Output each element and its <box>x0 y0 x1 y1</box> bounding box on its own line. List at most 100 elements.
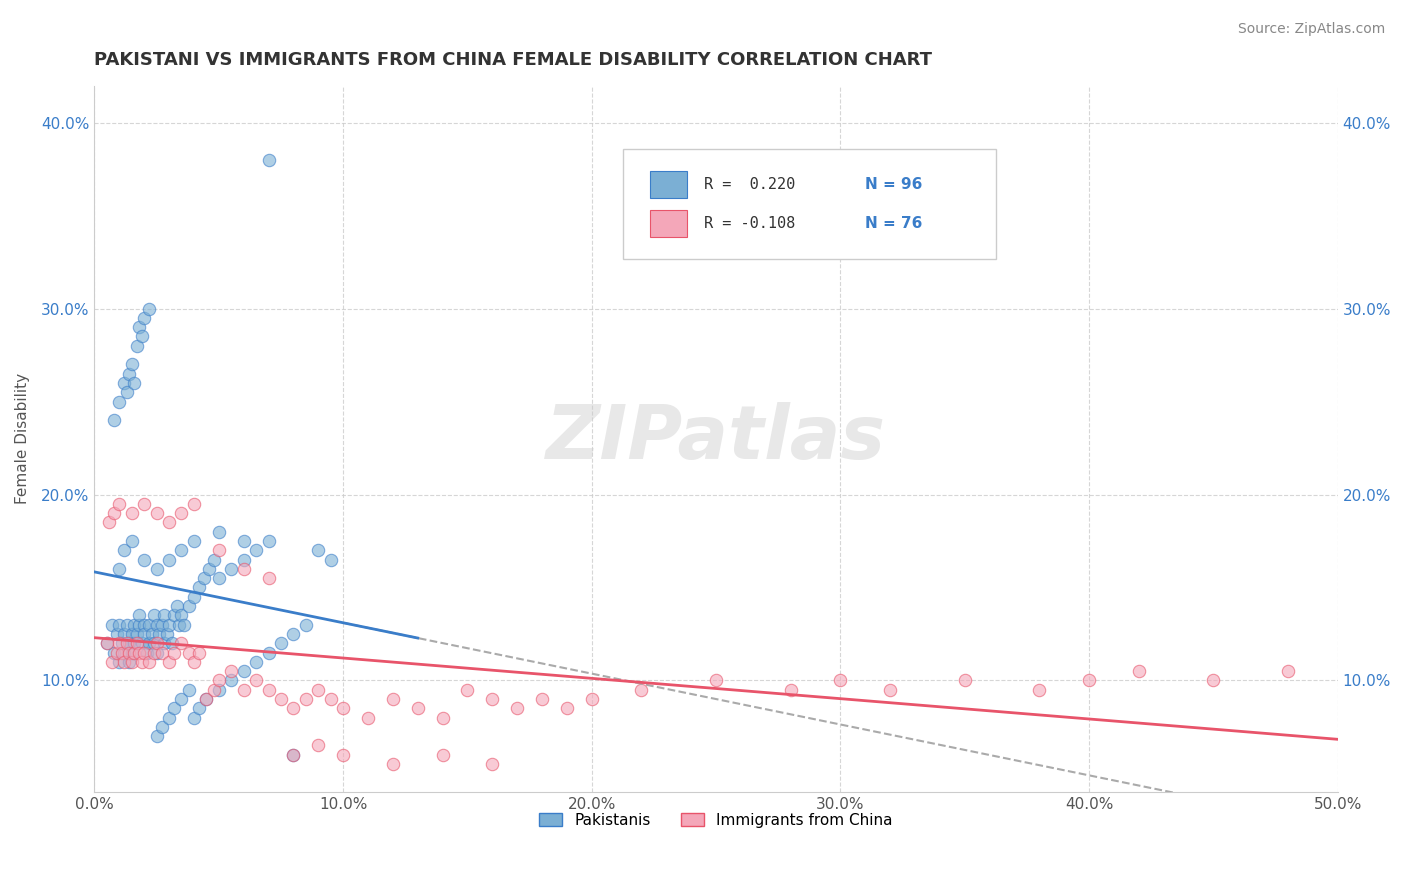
Point <box>183 655 205 669</box>
Point <box>187 646 209 660</box>
Point <box>153 608 176 623</box>
Point <box>134 617 156 632</box>
Point <box>245 673 267 688</box>
Point <box>143 646 166 660</box>
Point <box>112 646 135 660</box>
Point <box>153 636 176 650</box>
Point <box>219 664 242 678</box>
Point <box>232 682 254 697</box>
Point <box>141 627 163 641</box>
Point <box>177 646 200 660</box>
Point <box>208 571 231 585</box>
Point <box>232 533 254 548</box>
Point <box>1277 664 1299 678</box>
Point <box>581 692 603 706</box>
Point <box>134 627 156 641</box>
Point <box>128 646 150 660</box>
Point <box>357 710 380 724</box>
Point <box>183 533 205 548</box>
Point <box>830 673 852 688</box>
Point <box>121 506 143 520</box>
Point <box>1202 673 1225 688</box>
Point <box>112 627 135 641</box>
Text: ZIPatlas: ZIPatlas <box>546 402 886 475</box>
Point <box>170 506 193 520</box>
Point <box>283 627 305 641</box>
Point <box>103 646 125 660</box>
Point <box>332 747 354 762</box>
Point <box>128 617 150 632</box>
Point <box>122 376 145 390</box>
Point <box>307 543 329 558</box>
Point <box>138 636 160 650</box>
Point <box>779 682 801 697</box>
Point <box>105 646 128 660</box>
Point <box>112 543 135 558</box>
Point <box>163 701 186 715</box>
Point <box>155 627 177 641</box>
Point <box>121 646 143 660</box>
Point <box>183 710 205 724</box>
Bar <box>650 210 688 236</box>
Point <box>112 655 135 669</box>
Point <box>295 692 318 706</box>
Point <box>319 552 342 566</box>
Point <box>98 516 121 530</box>
Point <box>145 617 167 632</box>
Point <box>432 747 454 762</box>
Point <box>150 646 173 660</box>
Point <box>121 357 143 371</box>
Point <box>1128 664 1150 678</box>
Point <box>183 590 205 604</box>
Point <box>111 646 134 660</box>
Point <box>183 497 205 511</box>
Point <box>530 692 553 706</box>
Point <box>170 543 193 558</box>
Point <box>115 636 138 650</box>
Point <box>257 682 280 697</box>
Point <box>138 301 160 316</box>
Point <box>157 617 180 632</box>
Text: Source: ZipAtlas.com: Source: ZipAtlas.com <box>1237 22 1385 37</box>
Point <box>506 701 529 715</box>
Point <box>481 692 503 706</box>
Point <box>283 701 305 715</box>
Point <box>307 682 329 697</box>
Point <box>115 617 138 632</box>
Point <box>157 516 180 530</box>
Point <box>108 655 131 669</box>
Point <box>177 682 200 697</box>
Point <box>481 757 503 772</box>
Point <box>202 682 225 697</box>
Point <box>187 581 209 595</box>
Point <box>173 617 195 632</box>
Bar <box>650 171 688 198</box>
Point <box>332 701 354 715</box>
Point <box>208 524 231 539</box>
Point <box>134 646 156 660</box>
Point <box>145 506 167 520</box>
Point <box>170 608 193 623</box>
Point <box>145 646 167 660</box>
Legend: Pakistanis, Immigrants from China: Pakistanis, Immigrants from China <box>533 806 898 834</box>
Text: PAKISTANI VS IMMIGRANTS FROM CHINA FEMALE DISABILITY CORRELATION CHART: PAKISTANI VS IMMIGRANTS FROM CHINA FEMAL… <box>94 51 932 69</box>
Point <box>198 562 221 576</box>
Point <box>96 636 118 650</box>
Point <box>121 655 143 669</box>
Point <box>381 692 404 706</box>
Point <box>432 710 454 724</box>
Point <box>145 562 167 576</box>
Point <box>108 497 131 511</box>
Point <box>219 673 242 688</box>
Point <box>283 747 305 762</box>
Point <box>157 655 180 669</box>
Point <box>122 636 145 650</box>
Point <box>157 552 180 566</box>
Point <box>131 636 153 650</box>
Point <box>145 636 167 650</box>
Point <box>257 646 280 660</box>
Point <box>208 673 231 688</box>
Point <box>148 627 170 641</box>
Point <box>406 701 429 715</box>
Point <box>232 562 254 576</box>
